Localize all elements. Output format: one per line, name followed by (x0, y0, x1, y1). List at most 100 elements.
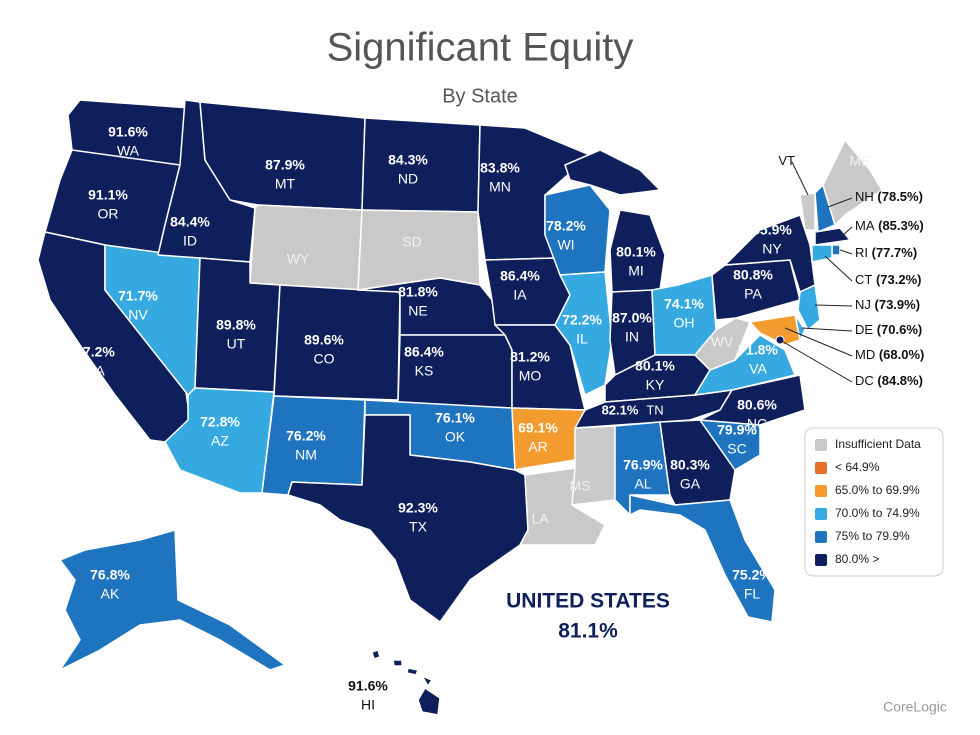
state-value: 87.2% (75, 344, 115, 360)
state-value: 79.9% (717, 422, 757, 438)
state-abbr: ME (850, 153, 871, 169)
callout-label: MD (68.0%) (855, 347, 924, 362)
state-abbr: MO (519, 368, 542, 384)
state-abbr: KY (646, 377, 665, 393)
state-shape (564, 149, 661, 196)
state-value: 87.0% (612, 310, 652, 326)
state-abbr: SD (402, 234, 421, 250)
national-value: 81.1% (558, 620, 618, 643)
state-shape (249, 204, 363, 291)
state-value: 85.9% (752, 222, 792, 238)
state-abbr: GA (680, 476, 701, 492)
state-value: 91.6% (108, 124, 148, 140)
state-abbr: DC (855, 373, 874, 388)
legend-label: < 64.9% (835, 460, 880, 474)
state-abbr: OH (674, 315, 695, 331)
state-abbr: AK (101, 586, 120, 602)
state-abbr: TN (646, 402, 663, 417)
callout-label: RI (77.7%) (855, 245, 917, 260)
state-shape (392, 659, 403, 667)
legend-swatch (815, 508, 827, 520)
callout-line (791, 161, 809, 196)
state-value: 80.3% (670, 457, 710, 473)
callout-label: NJ (73.9%) (855, 297, 920, 312)
state-abbr: UT (227, 336, 246, 352)
callout-line (801, 327, 853, 332)
callout-line (827, 197, 853, 208)
state-value: 69.1% (518, 420, 558, 436)
state-abbr: NC (747, 416, 767, 432)
state-value: 89.8% (216, 317, 256, 333)
state-shape (629, 494, 776, 623)
legend-box (804, 427, 944, 577)
state-abbr: WI (557, 237, 574, 253)
state-value: (78.5%) (877, 189, 923, 204)
state-value: (73.2%) (876, 272, 922, 287)
state-abbr: NJ (855, 297, 871, 312)
state-value: 71.8% (738, 342, 778, 358)
state-value: 76.9% (623, 457, 663, 473)
state-shape (164, 387, 275, 494)
state-abbr: NH (855, 189, 874, 204)
state-value: 71.7% (118, 288, 158, 304)
state-abbr: FL (744, 586, 761, 602)
legend-swatch (815, 439, 827, 451)
state-abbr: HI (361, 697, 375, 713)
state-abbr: MT (275, 176, 296, 192)
legend-swatch (815, 554, 827, 566)
state-abbr: WY (287, 251, 310, 267)
state-shape (571, 425, 616, 506)
state-abbr: NM (295, 447, 317, 463)
state-value: 84.3% (388, 152, 428, 168)
state-value: 80.8% (733, 267, 773, 283)
state-value: 76.1% (435, 410, 475, 426)
legend-label: Insufficient Data (835, 437, 921, 451)
state-abbr: IN (625, 329, 639, 345)
legend-label: 80.0% > (835, 552, 879, 566)
state-value: 80.6% (737, 397, 777, 413)
state-abbr: OK (445, 429, 466, 445)
state-shape (724, 214, 816, 293)
state-value: (77.7%) (872, 245, 918, 260)
state-value: (85.3%) (878, 218, 924, 233)
state-value: (68.0%) (879, 347, 925, 362)
state-value: 81.2% (510, 349, 550, 365)
state-abbr: WA (117, 143, 140, 159)
state-shape (371, 649, 381, 660)
state-abbr: MA (855, 218, 875, 233)
state-labels: 91.6% WA 91.1% OR 87.2% CA 71.7% NV 84.4% ID 87.9%… (75, 124, 924, 713)
state-abbr: OR (98, 206, 119, 222)
callout-line (839, 249, 853, 255)
callout-label: MA (85.3%) (855, 218, 924, 233)
callout-label: DC (84.8%) (855, 373, 923, 388)
legend-swatch (815, 462, 827, 474)
state-shape (261, 395, 366, 496)
state-value: 84.4% (170, 214, 210, 230)
national-label: UNITED STATES (506, 590, 670, 613)
title: Significant Equity (327, 26, 634, 70)
state-value: (84.8%) (877, 373, 923, 388)
state-value: 80.1% (616, 244, 656, 260)
state-value: 86.4% (500, 268, 540, 284)
callout-line (841, 226, 853, 237)
state-value: 72.8% (200, 414, 240, 430)
state-abbr: WV (711, 334, 734, 350)
state-value: 81.8% (398, 284, 438, 300)
state-abbr: MI (628, 263, 644, 279)
state-value: 89.6% (304, 332, 344, 348)
state-shape (554, 271, 613, 396)
state-abbr: SC (727, 441, 746, 457)
legend: Insufficient Data < 64.9% 65.0% to 69.9% 70… (815, 437, 921, 566)
state-abbr: MN (489, 179, 511, 195)
state-abbr: IL (576, 331, 588, 347)
legend-label: 65.0% to 69.9% (835, 483, 920, 497)
callout-line (784, 327, 853, 357)
state-shape (421, 675, 433, 687)
state-abbr: AR (528, 439, 547, 455)
state-value: 75.2% (732, 567, 772, 583)
state-shape (406, 667, 419, 676)
state-abbr: KS (415, 363, 434, 379)
callout-line (814, 304, 853, 307)
state-abbr: AL (634, 476, 651, 492)
source: CoreLogic (883, 699, 947, 715)
